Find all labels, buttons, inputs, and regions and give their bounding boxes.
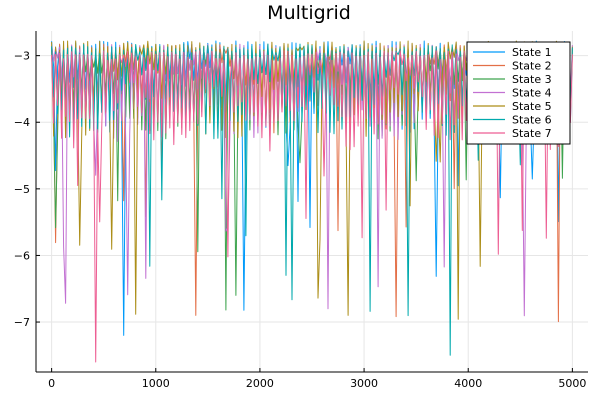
x-tick-label: 5000 (558, 377, 586, 390)
legend-label-3: State 3 (512, 73, 552, 86)
legend-label-5: State 5 (512, 100, 552, 113)
legend-label-4: State 4 (512, 87, 552, 100)
legend-label-6: State 6 (512, 114, 552, 127)
axes (35, 31, 588, 373)
chart-title: Multigrid (267, 2, 351, 24)
y-tick-label: −7 (14, 316, 30, 329)
y-tick-label: −4 (14, 116, 30, 129)
legend-label-2: State 2 (512, 60, 552, 73)
x-tick-label: 4000 (454, 377, 482, 390)
y-tick-label: −3 (14, 50, 30, 63)
x-tick-label: 2000 (246, 377, 274, 390)
y-tick-label: −5 (14, 183, 30, 196)
y-tick-label: −6 (14, 249, 30, 262)
x-tick-label: 3000 (350, 377, 378, 390)
x-tick-label: 1000 (142, 377, 170, 390)
legend-label-1: State 1 (512, 46, 552, 59)
x-tick-label: 0 (48, 377, 55, 390)
tick-labels: 0 1000 2000 3000 4000 5000 −7 −6 −5 −4 −3 (14, 50, 587, 390)
legend-label-7: State 7 (512, 127, 552, 140)
